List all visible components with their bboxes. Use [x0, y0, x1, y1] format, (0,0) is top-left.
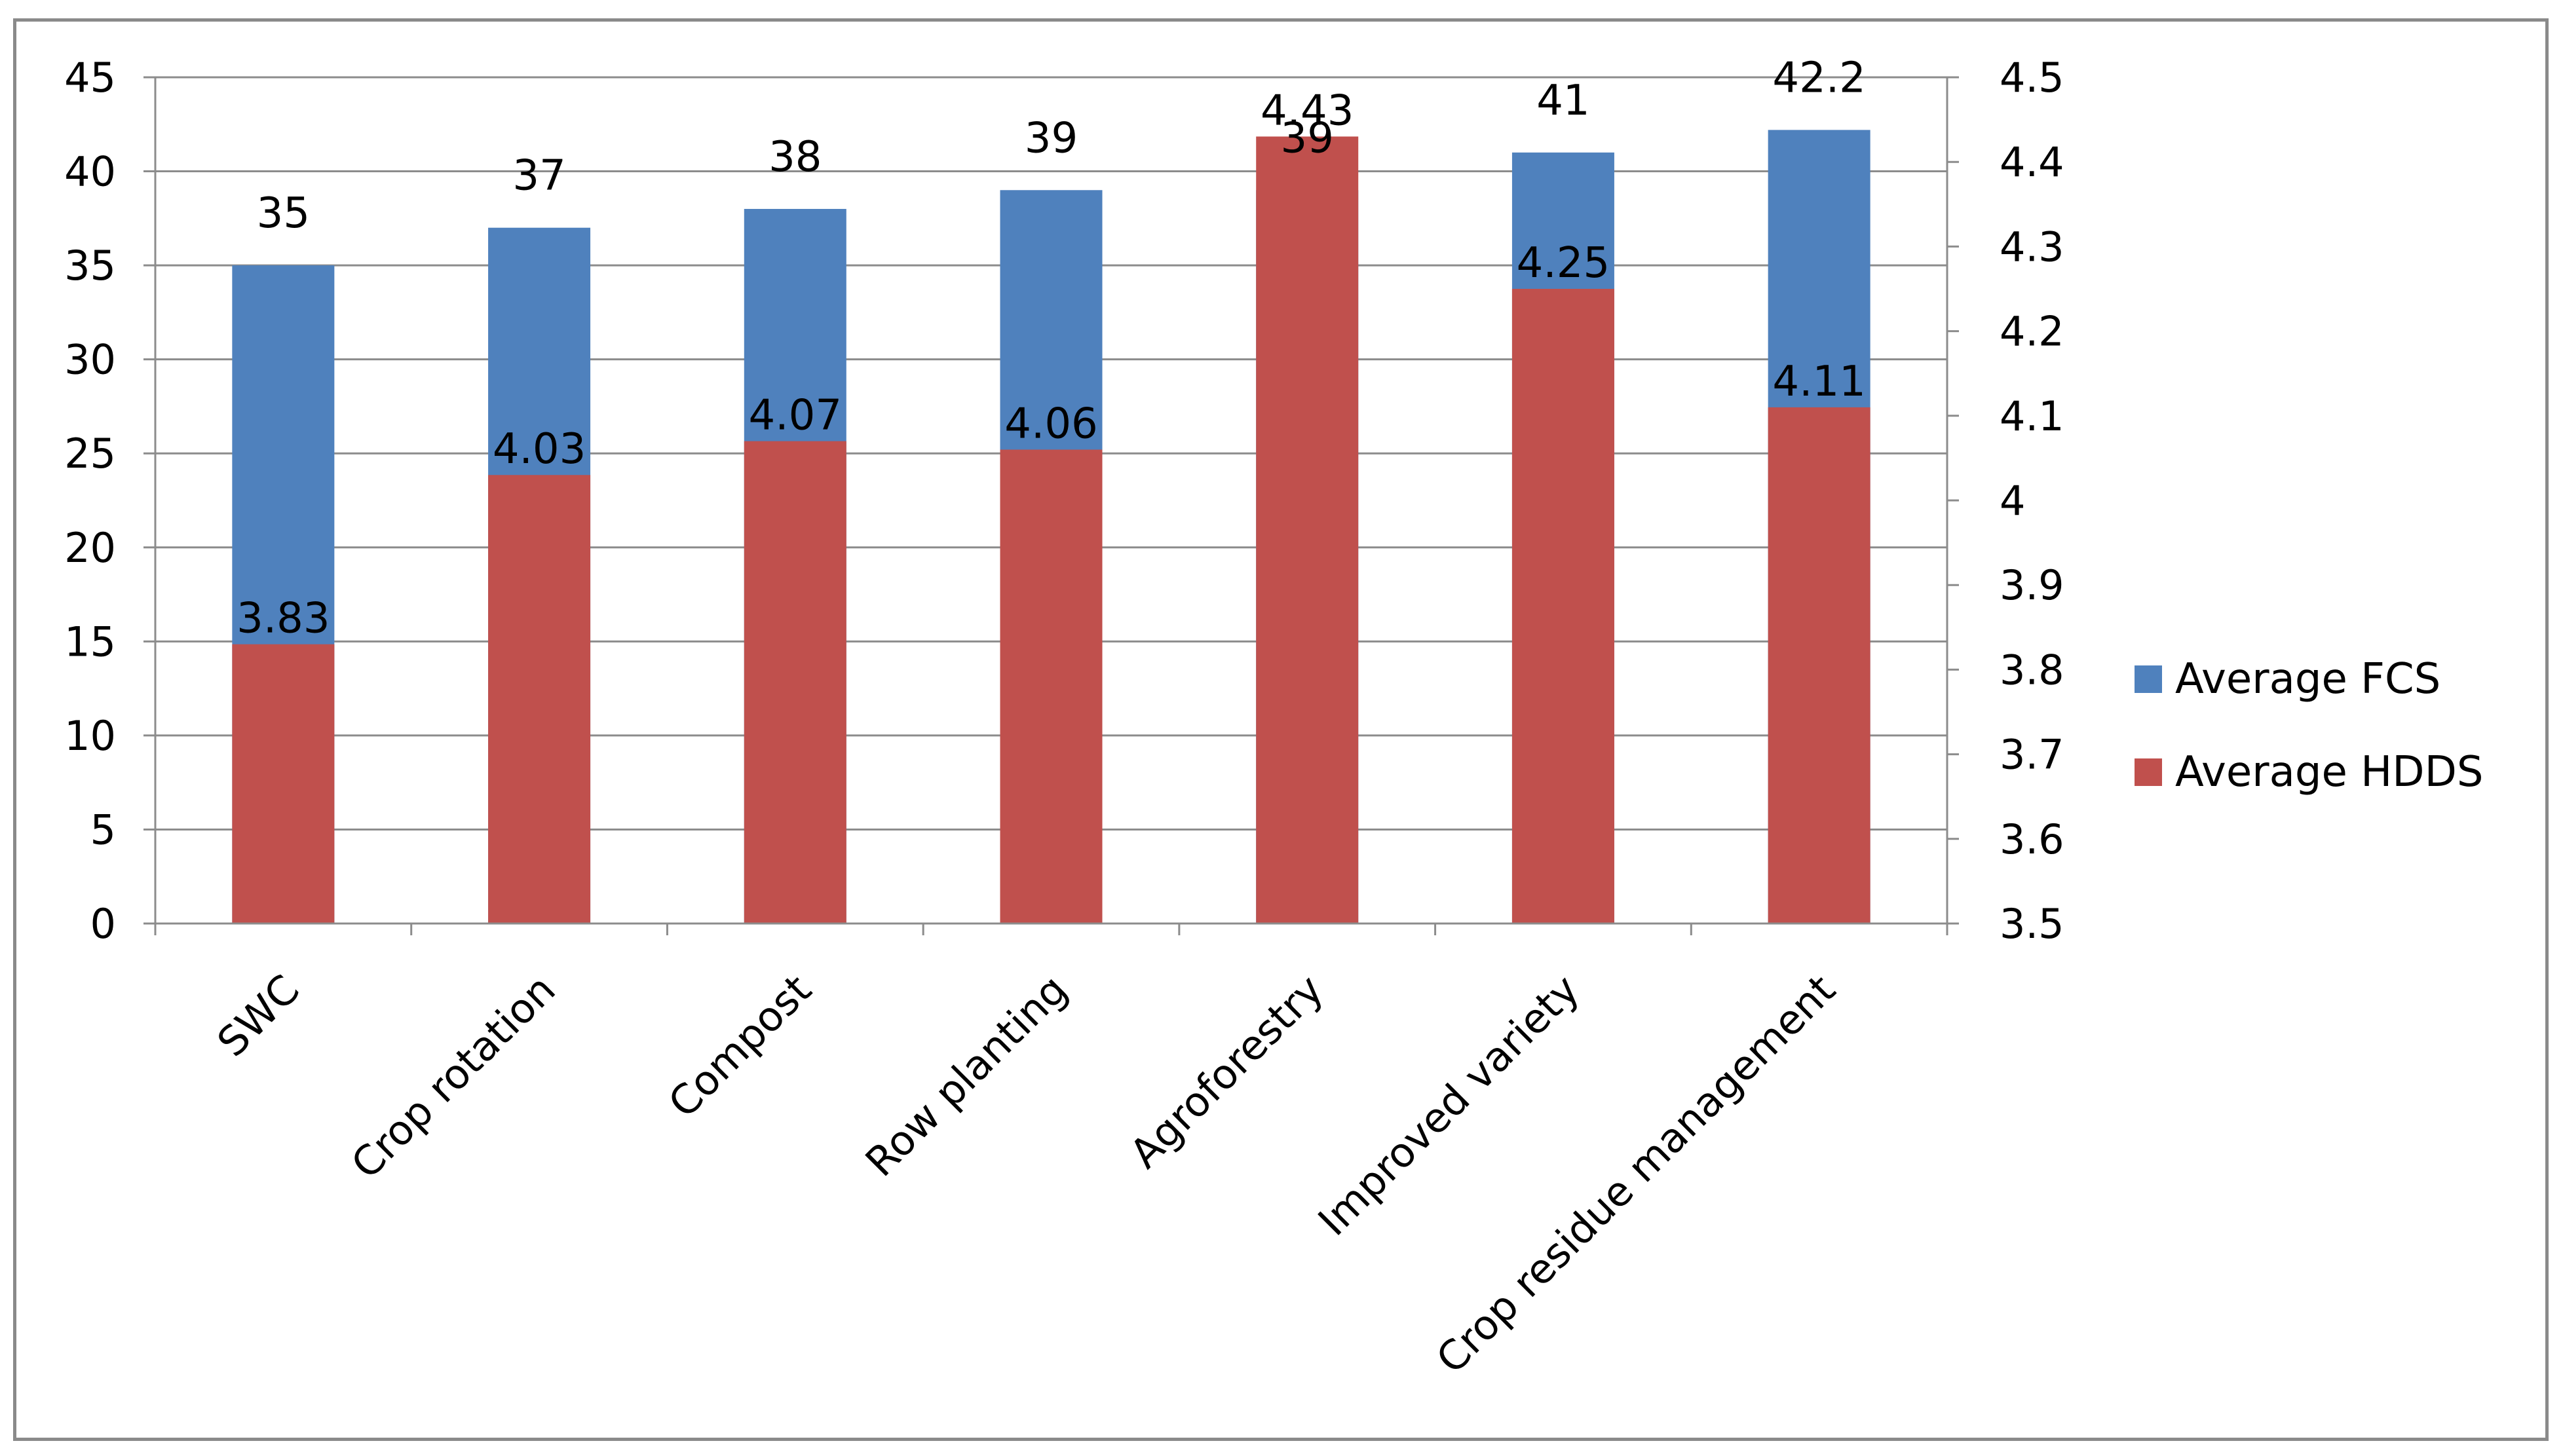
right-tick-label: 3.5 — [2000, 900, 2064, 948]
bar-average-hdds — [744, 441, 846, 924]
left-axis-ticks: 0 5 10 15 20 25 30 35 40 45 — [64, 54, 116, 948]
bar-average-hdds — [1768, 407, 1870, 924]
right-tick-label: 3.8 — [2000, 646, 2064, 694]
left-tick-label: 25 — [64, 430, 116, 477]
data-label-fcs: 37 — [512, 152, 565, 200]
bar-average-hdds — [1256, 136, 1359, 924]
category-label: Improved variety — [1309, 965, 1589, 1245]
left-tick-label: 15 — [64, 618, 116, 665]
data-label-hdds: 3.83 — [237, 595, 330, 643]
data-label-hdds: 4.06 — [1004, 400, 1098, 448]
legend: Average FCS Average HDDS — [2135, 655, 2483, 796]
right-tick-label: 4.3 — [2000, 223, 2064, 271]
data-label-hdds: 4.43 — [1261, 86, 1354, 135]
bar-average-hdds — [1511, 289, 1614, 924]
right-tick-label: 4.4 — [2000, 138, 2064, 186]
data-label-fcs: 38 — [769, 133, 822, 181]
right-tick-label: 4 — [2000, 477, 2025, 525]
axes — [143, 76, 1959, 935]
data-label-fcs: 41 — [1536, 77, 1589, 125]
bar-average-hdds — [232, 644, 335, 924]
data-label-fcs: 35 — [257, 189, 310, 238]
data-label-fcs: 39 — [1280, 114, 1333, 162]
left-tick-label: 10 — [64, 712, 116, 760]
data-label-hdds: 4.11 — [1772, 358, 1866, 406]
legend-swatch — [2135, 758, 2162, 786]
category-label: Compost — [659, 965, 820, 1127]
left-tick-label: 0 — [90, 900, 116, 948]
data-label-hdds: 4.07 — [749, 392, 843, 440]
category-label: SWC — [208, 965, 309, 1066]
right-tick-label: 4.1 — [2000, 392, 2064, 440]
category-label: Agroforestry — [1120, 965, 1333, 1178]
data-label-fcs: 42.2 — [1772, 54, 1866, 102]
left-tick-label: 30 — [64, 336, 116, 384]
data-label-hdds: 4.03 — [493, 425, 586, 474]
left-tick-label: 40 — [64, 148, 116, 196]
right-axis-ticks: 3.5 3.6 3.7 3.8 3.9 4 4.1 4.2 4.3 4.4 4.5 — [2000, 54, 2064, 948]
right-tick-label: 4.5 — [2000, 54, 2064, 102]
bar-average-hdds — [1000, 449, 1103, 924]
right-tick-label: 3.7 — [2000, 731, 2064, 779]
category-label: Crop residue management — [1427, 965, 1844, 1383]
legend-swatch — [2135, 665, 2162, 693]
left-tick-label: 5 — [90, 806, 116, 853]
data-label-fcs: 39 — [1025, 114, 1078, 162]
bar-average-hdds — [488, 475, 591, 924]
data-label-hdds: 4.25 — [1517, 239, 1610, 288]
category-label: Crop rotation — [342, 965, 565, 1188]
bars — [232, 130, 1870, 924]
legend-label: Average HDDS — [2175, 748, 2483, 796]
left-tick-label: 45 — [64, 54, 116, 102]
right-tick-label: 4.2 — [2000, 308, 2064, 356]
category-label: Row planting — [856, 965, 1076, 1185]
right-tick-label: 3.6 — [2000, 815, 2064, 863]
legend-label: Average FCS — [2175, 655, 2440, 703]
left-tick-label: 20 — [64, 524, 116, 572]
left-tick-label: 35 — [64, 242, 116, 289]
category-labels: SWC Crop rotation Compost Row planting Agrof… — [208, 965, 1845, 1383]
right-tick-label: 3.9 — [2000, 561, 2064, 609]
